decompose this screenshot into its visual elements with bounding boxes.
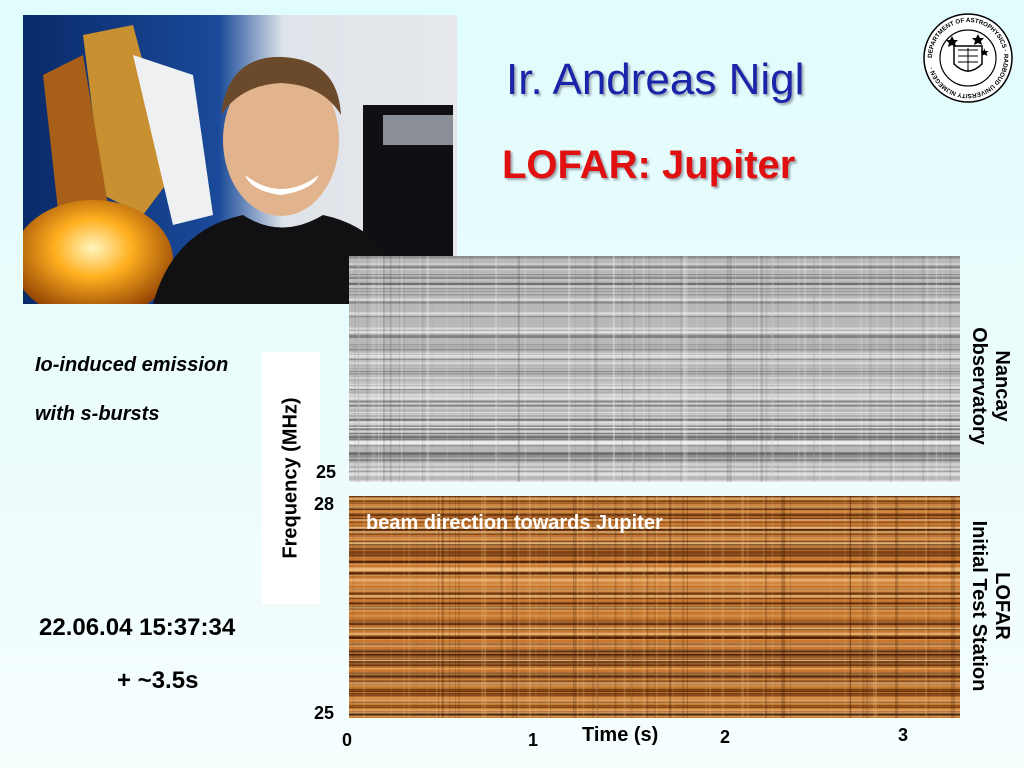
x-axis-label: Time (s) xyxy=(582,724,659,746)
x-tick-2: 2 xyxy=(720,727,731,747)
lofar-label-line-2: Initial Test Station xyxy=(968,520,990,692)
beam-direction-label: beam direction towards Jupiter xyxy=(366,512,663,534)
lofar-y-tick-top: 28 xyxy=(314,494,335,514)
nancay-spectrogram xyxy=(349,256,960,482)
y-axis-label: Frequency (MHz) xyxy=(279,397,302,559)
lofar-y-tick-bottom: 25 xyxy=(314,703,335,723)
nancay-label-line-1: Nancay xyxy=(991,350,1013,422)
portrait-photo xyxy=(23,15,457,304)
observation-datetime: 22.06.04 15:37:34 xyxy=(39,614,236,641)
slide-title: LOFAR: Jupiter xyxy=(502,143,796,187)
nancay-panel-label: Nancay Observatory xyxy=(967,327,1013,445)
nancay-y-tick: 25 xyxy=(316,462,337,482)
department-of-astrophysics-seal-icon: DEPARTMENT OF ASTROPHYSICS · RADBOUD UNI… xyxy=(923,13,1013,103)
lofar-spectrogram xyxy=(349,496,960,718)
presenter-name: Ir. Andreas Nigl xyxy=(506,55,805,104)
ylabel-background xyxy=(262,352,320,604)
observation-duration: + ~3.5s xyxy=(117,667,199,694)
university-logo: DEPARTMENT OF ASTROPHYSICS · RADBOUD UNI… xyxy=(922,12,1014,104)
description-line-1: Io-induced emission xyxy=(35,354,229,376)
nancay-label-line-2: Observatory xyxy=(968,327,990,445)
description-line-2: with s-bursts xyxy=(35,403,160,425)
portrait-photo-icon xyxy=(23,15,457,304)
lofar-label-line-1: LOFAR xyxy=(991,572,1013,640)
x-tick-0: 0 xyxy=(342,730,353,750)
x-tick-1: 1 xyxy=(528,730,539,750)
lofar-panel-label: LOFAR Initial Test Station xyxy=(967,521,1013,692)
x-tick-3: 3 xyxy=(898,725,909,745)
